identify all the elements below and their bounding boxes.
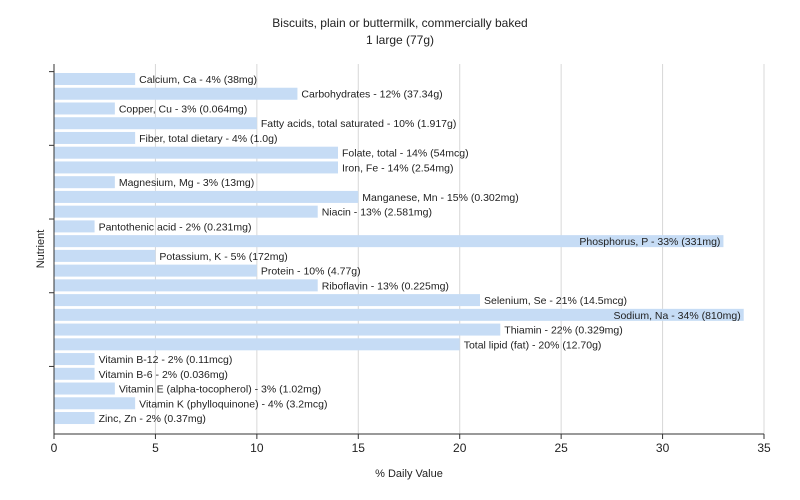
bar-9 <box>54 205 318 218</box>
bar-22 <box>54 397 136 410</box>
bar-10 <box>54 220 95 233</box>
bar-1 <box>54 87 298 100</box>
x-tick-label-7: 35 <box>757 441 771 455</box>
bar-14 <box>54 279 318 292</box>
chart-subtitle: 1 large (77g) <box>366 33 434 47</box>
bar-20 <box>54 367 95 380</box>
bar-label-2: Copper, Cu - 3% (0.064mg) <box>119 103 247 115</box>
bar-21 <box>54 382 115 395</box>
x-tick-label-5: 25 <box>554 441 568 455</box>
bar-8 <box>54 190 359 203</box>
bar-12 <box>54 249 156 262</box>
x-tick-label-0: 0 <box>51 441 58 455</box>
bar-0 <box>54 73 136 85</box>
bar-label-13: Protein - 10% (4.77g) <box>261 266 361 278</box>
bar-label-1: Carbohydrates - 12% (37.34g) <box>301 89 442 101</box>
x-tick-label-1: 5 <box>152 441 159 455</box>
bar-17 <box>54 323 501 336</box>
bar-15 <box>54 294 480 307</box>
bar-16 <box>54 308 744 321</box>
bar-7 <box>54 176 115 189</box>
bar-label-8: Manganese, Mn - 15% (0.302mg) <box>362 192 518 204</box>
bar-label-6: Iron, Fe - 14% (2.54mg) <box>342 162 453 174</box>
y-axis-label: Nutrient <box>35 230 47 269</box>
bar-label-14: Riboflavin - 13% (0.225mg) <box>322 280 449 292</box>
bar-label-11: Phosphorus, P - 33% (331mg) <box>579 236 720 248</box>
x-axis-label: % Daily Value <box>375 468 443 480</box>
bar-11 <box>54 235 724 248</box>
bar-5 <box>54 146 338 159</box>
x-tick-label-3: 15 <box>352 441 366 455</box>
bar-label-0: Calcium, Ca - 4% (38mg) <box>139 74 257 86</box>
axes: 0 5 10 15 20 25 30 35 <box>49 64 771 455</box>
bar-label-23: Zinc, Zn - 2% (0.37mg) <box>99 413 206 425</box>
bar-label-18: Total lipid (fat) - 20% (12.70g) <box>464 339 602 351</box>
bar-label-15: Selenium, Se - 21% (14.5mcg) <box>484 295 627 307</box>
bar-label-3: Fatty acids, total saturated - 10% (1.91… <box>261 118 457 130</box>
bar-label-20: Vitamin B-6 - 2% (0.036mg) <box>99 369 228 381</box>
bar-label-7: Magnesium, Mg - 3% (13mg) <box>119 177 254 189</box>
bar-label-10: Pantothenic acid - 2% (0.231mg) <box>99 221 252 233</box>
bar-23 <box>54 412 95 425</box>
bar-label-19: Vitamin B-12 - 2% (0.11mcg) <box>99 354 233 366</box>
bar-2 <box>54 102 115 115</box>
bar-4 <box>54 131 136 144</box>
bar-13 <box>54 264 257 277</box>
bar-label-16: Sodium, Na - 34% (810mg) <box>613 310 740 322</box>
x-tick-label-4: 20 <box>453 441 467 455</box>
bar-label-5: Folate, total - 14% (54mcg) <box>342 148 469 160</box>
bar-19 <box>54 353 95 366</box>
bar-label-22: Vitamin K (phylloquinone) - 4% (3.2mcg) <box>139 398 327 410</box>
x-tick-label-2: 10 <box>250 441 264 455</box>
bar-labels: Calcium, Ca - 4% (38mg) Carbohydrates - 1… <box>99 74 741 425</box>
bar-label-21: Vitamin E (alpha-tocopherol) - 3% (1.02m… <box>119 384 321 396</box>
bar-label-17: Thiamin - 22% (0.329mg) <box>504 325 622 337</box>
bar-3 <box>54 117 257 130</box>
bar-label-9: Niacin - 13% (2.581mg) <box>322 207 432 219</box>
chart-title: Biscuits, plain or buttermilk, commercia… <box>272 16 527 30</box>
bar-6 <box>54 161 338 174</box>
bar-label-4: Fiber, total dietary - 4% (1.0g) <box>139 133 277 145</box>
bars <box>54 73 744 425</box>
x-tick-label-6: 30 <box>656 441 670 455</box>
bar-18 <box>54 338 460 351</box>
bar-label-12: Potassium, K - 5% (172mg) <box>159 251 287 263</box>
